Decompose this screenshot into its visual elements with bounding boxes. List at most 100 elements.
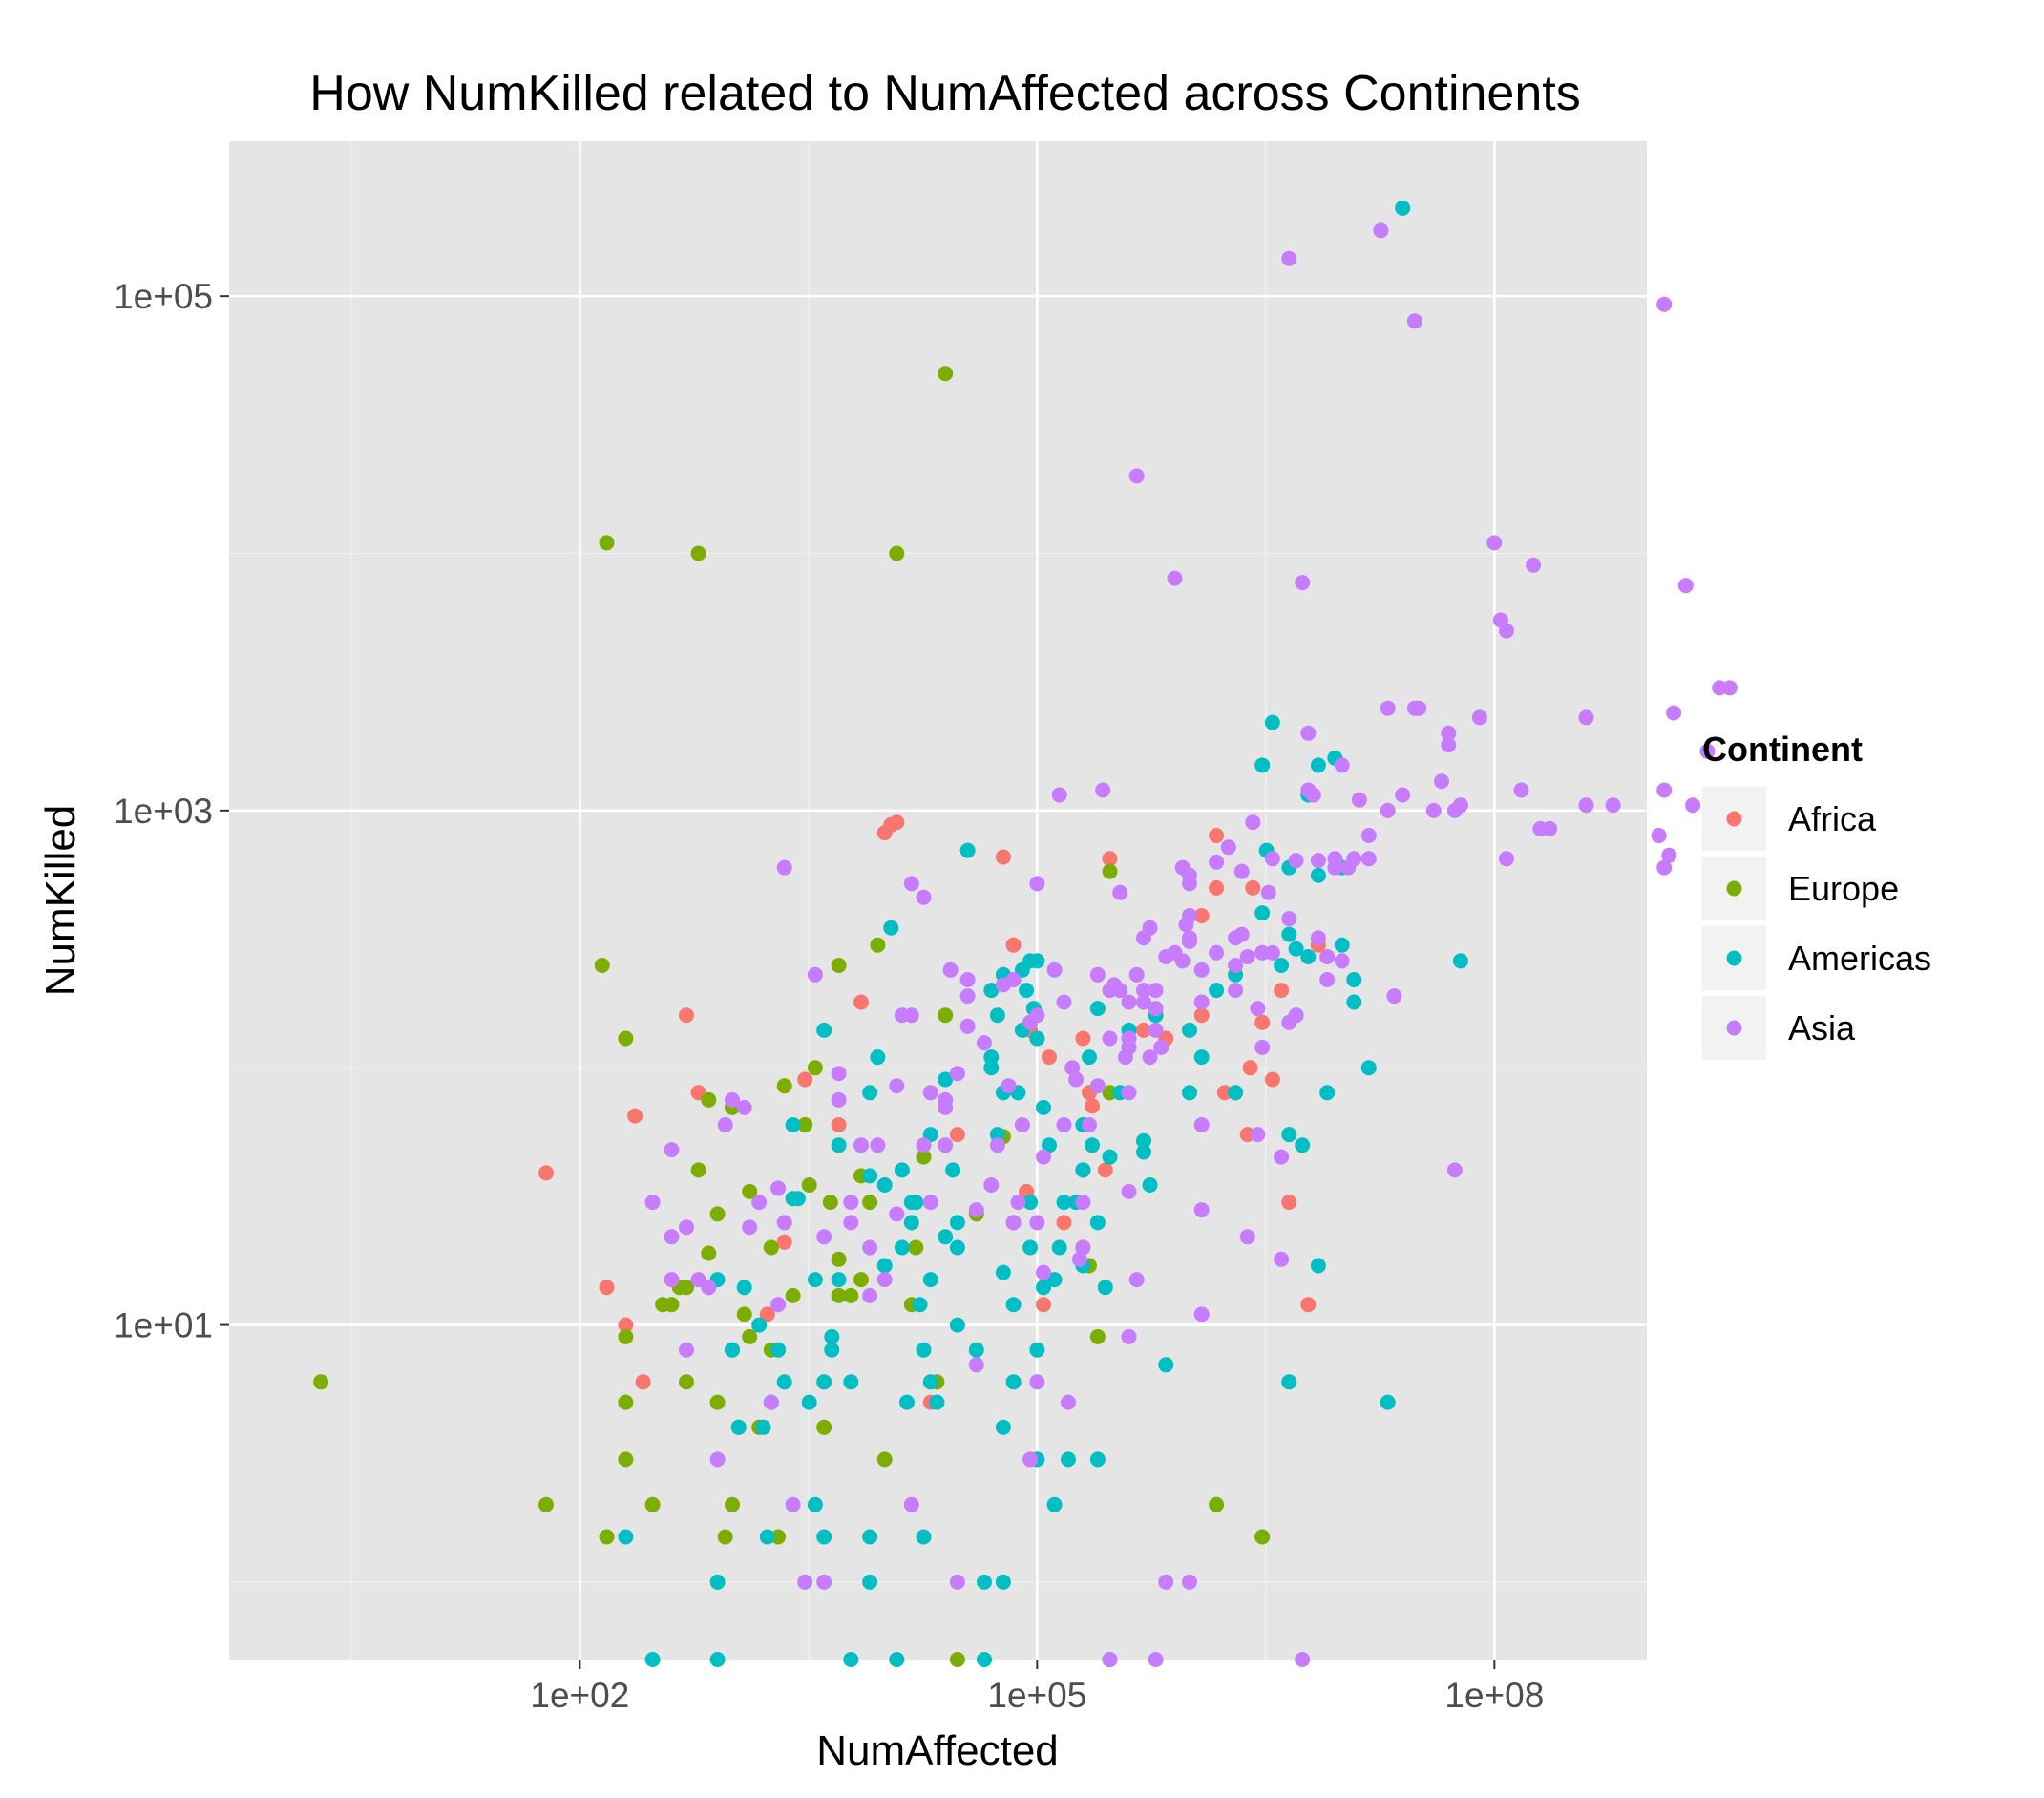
data-point — [742, 1183, 758, 1199]
data-point — [1193, 908, 1210, 923]
data-point — [1281, 911, 1297, 927]
data-point — [870, 937, 886, 953]
data-point — [1046, 1272, 1063, 1288]
data-point — [876, 1177, 893, 1193]
data-point — [1121, 1085, 1137, 1101]
data-point — [1274, 1251, 1290, 1267]
data-point — [1360, 828, 1377, 843]
data-point — [1061, 1451, 1076, 1468]
data-point — [664, 1297, 680, 1313]
data-point — [717, 1117, 733, 1132]
data-point — [876, 1258, 893, 1274]
data-point — [1288, 1007, 1304, 1024]
data-point — [1121, 1328, 1137, 1344]
data-point — [1228, 1085, 1244, 1101]
data-point — [1148, 1001, 1164, 1017]
data-point — [1264, 714, 1280, 730]
data-point — [725, 1342, 740, 1358]
data-point — [816, 1574, 832, 1590]
data-point — [1153, 1039, 1170, 1055]
data-point — [1097, 1162, 1113, 1178]
data-point — [1193, 994, 1210, 1010]
data-point — [1274, 1149, 1290, 1165]
data-point — [1209, 944, 1225, 961]
data-point — [1029, 876, 1045, 892]
data-point — [1661, 847, 1677, 863]
data-point — [1051, 787, 1067, 803]
data-point — [1380, 1394, 1396, 1410]
data-point — [1089, 1215, 1106, 1231]
data-point — [742, 1328, 758, 1344]
data-point — [1425, 802, 1442, 818]
data-point — [644, 1195, 661, 1211]
data-point — [989, 1127, 1005, 1143]
data-point — [755, 1419, 771, 1435]
data-point — [1239, 949, 1255, 964]
legend-key-point — [1726, 950, 1742, 966]
data-point — [1193, 962, 1210, 978]
data-point — [1142, 920, 1158, 936]
data-point — [843, 1287, 859, 1303]
data-point — [1656, 296, 1673, 312]
data-point — [1182, 867, 1197, 883]
data-point — [1406, 313, 1422, 329]
data-point — [1029, 1374, 1045, 1390]
data-point — [1300, 725, 1317, 741]
data-point — [1158, 1357, 1174, 1373]
data-point — [1005, 1215, 1022, 1231]
data-point — [1102, 1652, 1118, 1667]
data-point — [870, 1049, 886, 1066]
data-point — [949, 1317, 965, 1333]
data-point — [876, 1272, 893, 1288]
data-point — [1295, 1652, 1311, 1667]
data-point — [1499, 623, 1514, 639]
data-point — [1182, 908, 1197, 923]
data-point — [822, 1195, 838, 1211]
data-point — [807, 1060, 823, 1076]
data-point — [1380, 802, 1396, 818]
data-point — [1346, 972, 1362, 987]
data-point — [618, 1317, 634, 1333]
data-point — [1001, 1078, 1017, 1094]
legend-label: Europe — [1788, 869, 1899, 908]
data-point — [1220, 839, 1236, 856]
data-point — [1209, 1496, 1225, 1512]
legend-label: Africa — [1788, 799, 1877, 838]
data-point — [1373, 222, 1389, 239]
data-point — [1142, 1177, 1158, 1193]
data-point — [679, 1342, 694, 1358]
data-point — [1085, 1137, 1101, 1153]
x-tick-label: 1e+05 — [987, 1676, 1086, 1715]
data-point — [313, 1374, 329, 1390]
data-point — [1136, 994, 1151, 1010]
data-point — [1148, 983, 1164, 999]
data-point — [1075, 1162, 1091, 1178]
data-point — [1245, 814, 1261, 831]
data-point — [1121, 994, 1137, 1010]
data-point — [701, 1245, 717, 1261]
data-point — [690, 545, 706, 561]
data-point — [679, 1280, 694, 1296]
data-point — [1310, 853, 1326, 869]
data-point — [1082, 1049, 1097, 1066]
data-point — [1254, 1039, 1271, 1055]
data-point — [599, 1529, 615, 1545]
data-point — [1578, 797, 1594, 814]
data-point — [1254, 1529, 1271, 1545]
x-axis-title: NumAffected — [816, 1727, 1059, 1774]
data-point — [1288, 853, 1304, 869]
data-point — [1193, 1007, 1210, 1024]
minor-gridlines — [229, 141, 1647, 1660]
y-tick-label: 1e+03 — [114, 792, 213, 831]
data-point — [889, 1206, 905, 1222]
data-point — [1182, 1022, 1197, 1038]
data-point — [824, 1328, 840, 1344]
data-point — [1351, 792, 1367, 808]
data-point — [1578, 709, 1594, 726]
data-point — [989, 1137, 1005, 1153]
data-point — [1095, 782, 1111, 798]
data-point — [701, 1091, 717, 1108]
data-point — [1334, 953, 1350, 969]
legend-label: Asia — [1788, 1008, 1856, 1047]
